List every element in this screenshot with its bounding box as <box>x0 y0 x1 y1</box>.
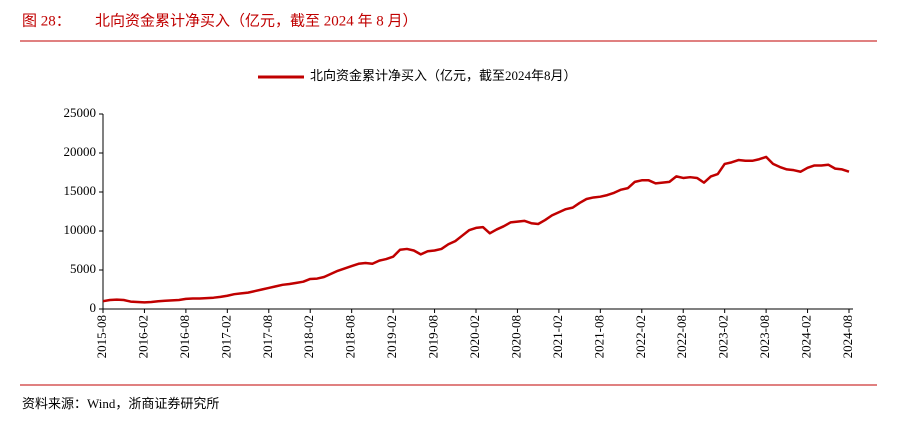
x-tick-label: 2022-02 <box>633 315 648 358</box>
source-note: 资料来源：Wind，浙商证券研究所 <box>22 396 219 411</box>
y-tick-label: 15000 <box>64 183 97 198</box>
figure-label: 图 28： <box>22 12 71 29</box>
x-tick-label: 2022-08 <box>674 315 689 358</box>
x-tick-label: 2024-02 <box>799 315 814 358</box>
y-tick-label: 5000 <box>70 261 96 276</box>
x-tick-label: 2021-02 <box>550 315 565 358</box>
chart-title: 北向资金累计净买入（亿元，截至 2024 年 8 月） <box>95 12 418 29</box>
line-series <box>102 155 850 304</box>
x-tick-label: 2015-08 <box>94 315 109 358</box>
x-tick-label: 2021-08 <box>591 315 606 358</box>
x-tick-label: 2024-08 <box>840 315 855 358</box>
x-tick-label: 2017-08 <box>260 315 275 358</box>
x-tick-label: 2018-02 <box>301 315 316 358</box>
legend-label: 北向资金累计净买入（亿元，截至2024年8月） <box>310 68 577 83</box>
x-tick-label: 2023-08 <box>757 315 772 358</box>
x-tick-label: 2023-02 <box>716 315 731 358</box>
x-tick-label: 2017-02 <box>218 315 233 358</box>
x-tick-label: 2016-08 <box>177 315 192 358</box>
x-tick-label: 2018-08 <box>343 315 358 358</box>
y-tick-label: 25000 <box>64 105 97 120</box>
y-tick-label: 0 <box>90 300 97 315</box>
x-tick-label: 2019-08 <box>426 315 441 358</box>
y-tick-label: 20000 <box>64 144 97 159</box>
x-tick-label: 2020-02 <box>467 315 482 358</box>
y-tick-label: 10000 <box>64 222 97 237</box>
x-tick-label: 2019-02 <box>384 315 399 358</box>
x-tick-label: 2020-08 <box>508 315 523 358</box>
x-tick-label: 2016-02 <box>135 315 150 358</box>
